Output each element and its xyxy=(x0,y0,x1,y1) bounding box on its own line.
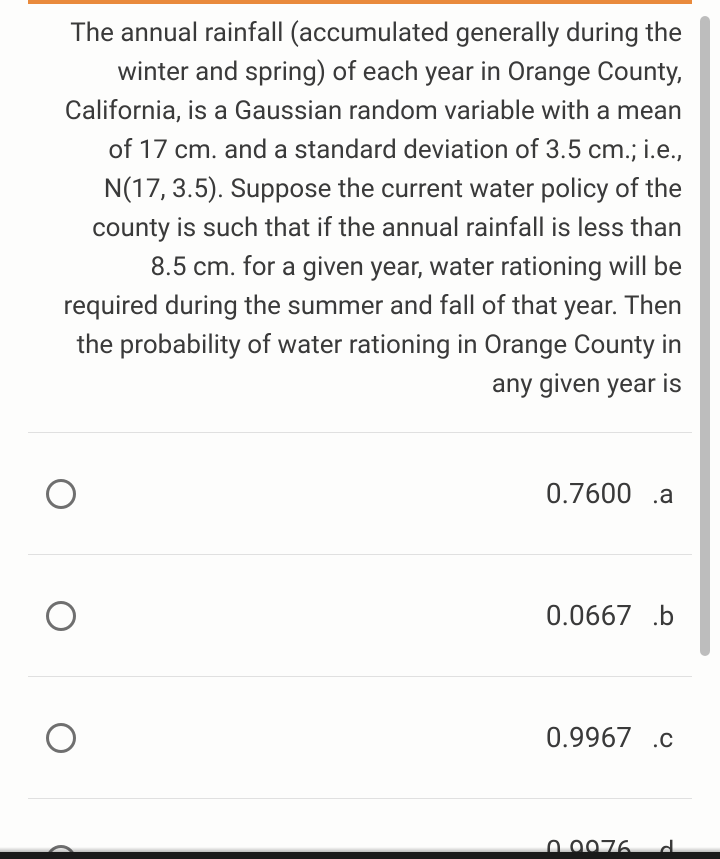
option-label: 0.9967 .c xyxy=(546,721,680,754)
option-letter: .c xyxy=(652,722,680,754)
radio-icon[interactable] xyxy=(46,723,76,753)
option-row-b[interactable]: 0.0667 .b xyxy=(28,555,692,677)
option-letter: .a xyxy=(652,478,680,510)
option-row-c[interactable]: 0.9967 .c xyxy=(28,677,692,799)
option-label: 0.7600 .a xyxy=(546,477,680,510)
scrollbar-thumb[interactable] xyxy=(700,16,710,656)
scrollbar-track[interactable] xyxy=(698,10,710,846)
option-value: 0.0667 xyxy=(546,599,632,632)
quiz-page: The annual rainfall (accumulated general… xyxy=(0,0,720,859)
option-value: 0.7600 xyxy=(546,477,632,510)
radio-icon[interactable] xyxy=(46,479,76,509)
question-text: The annual rainfall (accumulated general… xyxy=(28,4,692,433)
bottom-bar xyxy=(0,852,720,859)
option-row-a[interactable]: 0.7600 .a xyxy=(28,433,692,555)
option-label: 0.0667 .b xyxy=(546,599,680,632)
option-value: 0.9967 xyxy=(546,721,632,754)
radio-icon[interactable] xyxy=(46,601,76,631)
option-letter: .b xyxy=(652,600,680,632)
